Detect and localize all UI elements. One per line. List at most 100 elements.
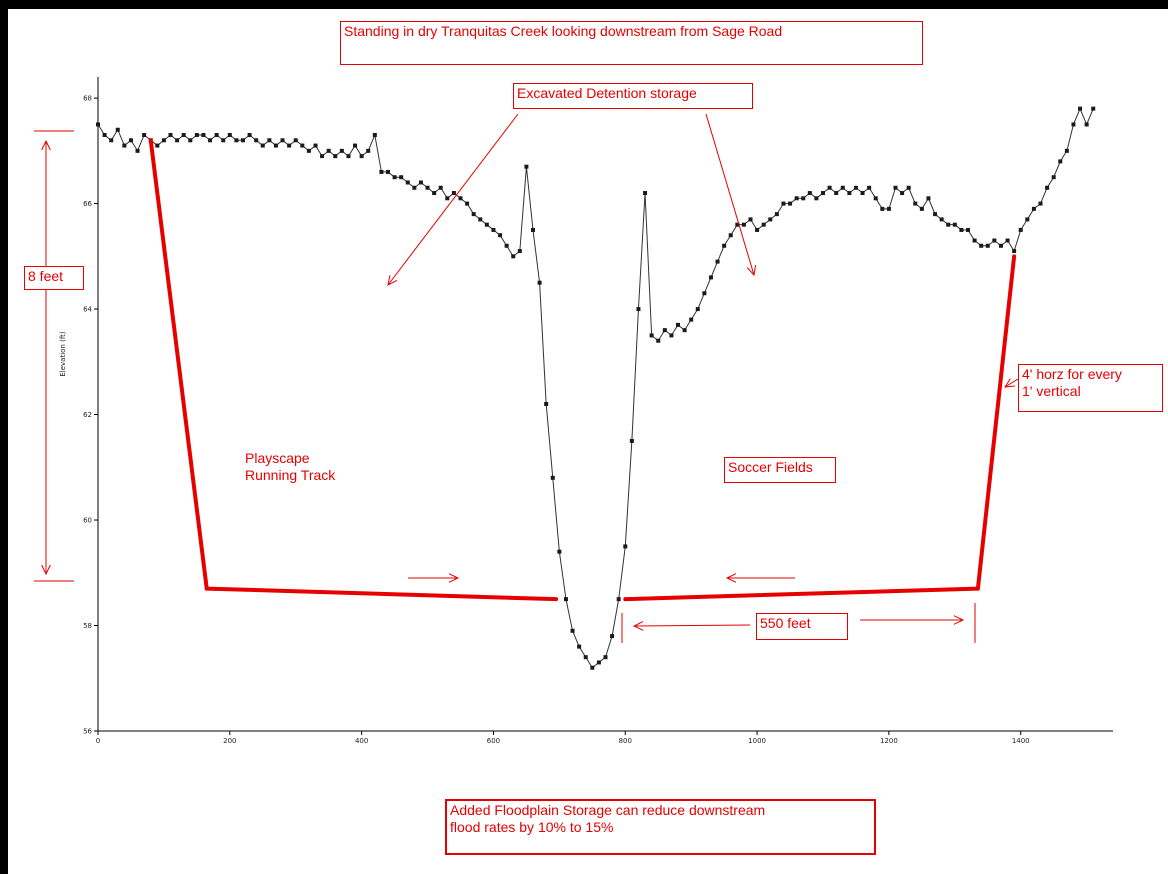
ground-profile-point [366, 148, 371, 153]
y-axis-title: Elevation (ft) [59, 331, 67, 377]
ground-profile-point [788, 201, 793, 206]
ground-profile-point [966, 227, 970, 232]
x-tick-label: 800 [619, 737, 632, 745]
ground-profile-point [629, 438, 634, 443]
ground-profile-point [939, 217, 944, 222]
ground-profile-point [418, 180, 423, 185]
ground-profile-point [860, 191, 865, 196]
ground-profile-point [451, 191, 456, 196]
x-tick-label: 1200 [880, 737, 898, 745]
ground-profile-point [1045, 185, 1050, 190]
ground-profile-point [142, 133, 147, 138]
ground-profile-point [563, 597, 568, 602]
arrowhead [448, 573, 460, 583]
excavated-storage-label: Excavated Detention storage [513, 83, 753, 109]
ground-profile-point [372, 133, 377, 138]
ground-profile-point [1058, 159, 1063, 164]
ground-profile-point [801, 196, 806, 201]
ground-profile-point [445, 196, 450, 201]
ground-profile-point [550, 475, 555, 480]
ground-profile-point [708, 275, 713, 280]
ground-profile-point [102, 133, 107, 138]
ground-profile-point [392, 175, 397, 180]
ground-profile-point [280, 138, 285, 143]
ground-profile-point [616, 597, 621, 602]
ground-profile-point [873, 196, 878, 201]
ground-profile-point [919, 206, 924, 211]
ground-profile-point [405, 180, 410, 185]
playscape-label: Playscape Running Track [242, 449, 367, 491]
ground-profile-point [1051, 175, 1056, 180]
ground-profile-point [333, 154, 338, 159]
ground-profile-point [906, 185, 911, 190]
ground-profile-point [128, 138, 133, 143]
ground-profile-point [504, 243, 509, 248]
ground-profile-point [234, 138, 239, 143]
y-tick-label: 58 [83, 622, 92, 630]
page-title: Standing in dry Tranquitas Creek looking… [340, 21, 923, 65]
ground-profile-point [893, 185, 898, 190]
ground-profile-point [1025, 217, 1030, 222]
ground-profile-point [478, 217, 483, 222]
ground-profile-point [570, 628, 575, 633]
ground-profile-point [748, 217, 753, 222]
ground-profile-point [1018, 227, 1023, 232]
ground-profile-point [221, 138, 226, 143]
ground-profile-point [1038, 201, 1043, 206]
ground-profile-point [662, 328, 667, 333]
ground-profile-point [227, 133, 232, 138]
ground-profile-point [834, 191, 839, 196]
ground-profile-point [465, 201, 470, 206]
arrowhead [1004, 378, 1015, 388]
ground-profile-point [320, 154, 325, 159]
ground-profile-point [1005, 238, 1010, 243]
ground-profile-point [853, 185, 858, 190]
proposed-section-line [975, 254, 1017, 591]
ground-profile-point [1091, 106, 1096, 111]
distance-arrow-left [633, 624, 751, 627]
y-tick-label: 62 [83, 411, 92, 419]
ground-profile-point [794, 196, 799, 201]
ground-profile-point [768, 217, 773, 222]
ground-profile-point [735, 222, 740, 227]
ground-profile-point [913, 201, 918, 206]
ground-profile-point [339, 148, 344, 153]
ground-profile-point [517, 249, 522, 254]
ground-profile-point [557, 549, 562, 554]
ground-profile-point [821, 191, 825, 196]
ground-profile-point [814, 196, 819, 201]
ground-profile-point [241, 138, 245, 143]
ground-profile-point [979, 243, 984, 248]
arrowhead [387, 275, 398, 286]
ground-profile-point [715, 259, 720, 264]
ground-profile-point [122, 143, 127, 148]
ground-profile-point [359, 154, 364, 159]
y-tick-label: 66 [83, 200, 92, 208]
ground-profile-point [886, 206, 891, 211]
ground-profile-point [1012, 249, 1017, 254]
ground-profile-point [260, 143, 265, 148]
y-tick-label: 56 [83, 728, 92, 736]
slope-arrow [1004, 378, 1019, 388]
ground-profile-point [583, 655, 588, 660]
ground-profile-point [1064, 148, 1069, 153]
ground-profile-point [175, 138, 180, 143]
proposed-section-line [148, 138, 209, 591]
ground-profile-point [998, 243, 1003, 248]
ground-profile-point [399, 175, 404, 180]
ground-profile-point [96, 122, 100, 127]
ground-profile-point [741, 222, 746, 227]
ground-profile-point [577, 644, 582, 649]
ground-profile-point [755, 227, 760, 232]
ground-profile-point [432, 191, 437, 196]
footer-note: Added Floodplain Storage can reduce down… [445, 799, 876, 855]
ground-profile-point [208, 138, 213, 143]
ground-profile-point [761, 222, 766, 227]
excavated-arrow-left [387, 113, 519, 286]
ground-profile-point [623, 544, 628, 549]
ground-profile-point [867, 185, 872, 190]
arrowhead [632, 621, 644, 631]
x-tick-label: 1400 [1012, 737, 1030, 745]
elevation-profile-chart: 56 58 60 62 64 66 68 0 200 400 600 800 1000 1200 1400 E… [34, 77, 1113, 745]
ground-profile-point [972, 238, 977, 243]
